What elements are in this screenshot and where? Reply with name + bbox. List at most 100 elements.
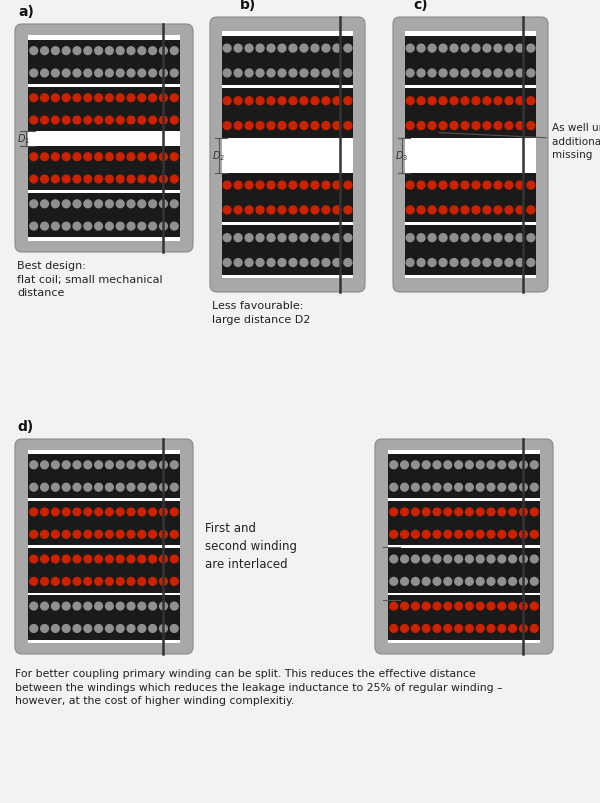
Circle shape [234,259,242,267]
Circle shape [30,223,38,230]
Circle shape [433,556,441,563]
Circle shape [245,259,253,267]
Circle shape [106,625,113,633]
Circle shape [41,578,49,585]
Bar [404,37,536,86]
Circle shape [138,70,146,78]
Circle shape [487,508,495,516]
Circle shape [494,45,502,53]
Circle shape [95,95,103,103]
Circle shape [300,259,308,267]
Circle shape [127,176,135,184]
Circle shape [390,462,398,469]
Circle shape [344,206,352,214]
Circle shape [41,201,49,209]
Circle shape [160,176,167,184]
Circle shape [466,556,473,563]
Circle shape [520,602,527,610]
Circle shape [406,259,414,267]
Circle shape [245,181,253,190]
Circle shape [401,531,409,539]
Circle shape [428,123,436,130]
Circle shape [73,556,81,563]
Circle shape [412,625,419,633]
Circle shape [234,123,242,130]
Circle shape [116,153,124,161]
Circle shape [245,98,253,105]
Circle shape [95,578,103,585]
Circle shape [450,234,458,243]
Bar [28,499,179,501]
Circle shape [401,602,409,610]
Circle shape [487,531,495,539]
Text: b): b) [240,0,256,12]
Circle shape [476,508,484,516]
Bar [28,40,179,85]
Circle shape [450,45,458,53]
Circle shape [311,206,319,214]
Circle shape [234,98,242,105]
Circle shape [455,602,463,610]
Circle shape [267,259,275,267]
Circle shape [73,117,81,124]
Circle shape [116,578,124,585]
Bar [221,37,353,86]
Circle shape [160,483,167,491]
Circle shape [406,123,414,130]
Circle shape [476,578,484,585]
Circle shape [170,153,178,161]
Circle shape [106,95,113,103]
Circle shape [245,234,253,243]
Circle shape [505,123,513,130]
Circle shape [509,602,517,610]
Circle shape [30,70,38,78]
Circle shape [483,206,491,214]
Bar [388,499,539,501]
Circle shape [417,45,425,53]
Circle shape [289,181,297,190]
Circle shape [41,47,49,55]
Circle shape [138,556,146,563]
Circle shape [245,123,253,130]
Circle shape [95,117,103,124]
Circle shape [505,181,513,190]
Circle shape [30,117,38,124]
Circle shape [516,234,524,243]
Circle shape [461,234,469,243]
Circle shape [138,483,146,491]
Circle shape [73,602,81,610]
Circle shape [170,117,178,124]
Circle shape [344,98,352,105]
Circle shape [170,556,178,563]
Circle shape [62,70,70,78]
Circle shape [41,176,49,184]
Circle shape [483,234,491,243]
Circle shape [106,70,113,78]
Bar [404,31,536,279]
Circle shape [455,531,463,539]
Circle shape [149,153,157,161]
Circle shape [498,508,506,516]
Circle shape [116,602,124,610]
Circle shape [428,234,436,243]
FancyBboxPatch shape [15,439,193,654]
Bar [221,89,353,139]
Circle shape [30,176,38,184]
FancyBboxPatch shape [210,18,365,292]
Circle shape [422,556,430,563]
Circle shape [300,181,308,190]
Bar [404,226,536,275]
Circle shape [422,578,430,585]
Circle shape [41,602,49,610]
Circle shape [472,206,480,214]
Circle shape [498,556,506,563]
Circle shape [439,70,447,78]
Circle shape [417,234,425,243]
Circle shape [472,45,480,53]
Circle shape [417,206,425,214]
Circle shape [466,578,473,585]
Circle shape [84,531,92,539]
Circle shape [41,153,49,161]
Circle shape [278,98,286,105]
Circle shape [95,508,103,516]
